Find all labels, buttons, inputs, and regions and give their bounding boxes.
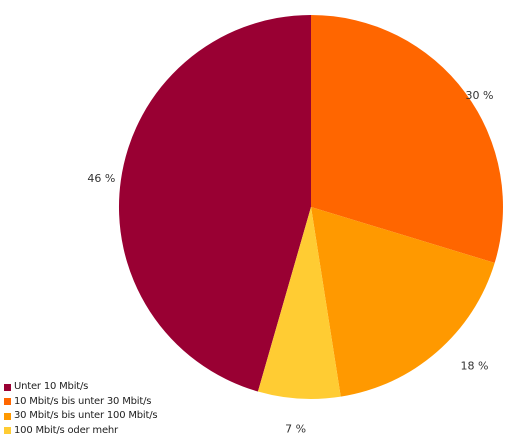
legend-swatch-icon bbox=[4, 383, 11, 391]
pie-slice bbox=[311, 207, 495, 397]
slice-value-label: 18 % bbox=[461, 359, 489, 372]
pie-slice bbox=[257, 207, 341, 399]
legend-label: 100 Mbit/s oder mehr bbox=[14, 424, 118, 436]
legend-label: 30 Mbit/s bis unter 100 Mbit/s bbox=[14, 410, 158, 421]
legend-label: 10 Mbit/s bis unter 30 Mbit/s bbox=[14, 395, 152, 407]
pie-slice bbox=[118, 14, 312, 392]
legend-item: 30 Mbit/s bis unter 100 Mbit/s bbox=[4, 409, 158, 424]
pie-slice bbox=[311, 15, 504, 263]
slice-value-label: 7 % bbox=[285, 423, 306, 436]
legend-swatch-icon bbox=[4, 427, 11, 435]
legend-item: 100 Mbit/s oder mehr bbox=[4, 424, 157, 439]
legend-swatch-icon bbox=[4, 398, 11, 406]
slice-value-label: 46 % bbox=[87, 172, 115, 185]
legend-label: Unter 10 Mbit/s bbox=[14, 381, 89, 392]
legend-item: 10 Mbit/s bis unter 30 Mbit/s bbox=[4, 395, 157, 410]
legend-swatch-icon bbox=[4, 412, 11, 420]
legend-item: Unter 10 Mbit/s bbox=[4, 380, 157, 395]
legend: Unter 10 Mbit/s 10 Mbit/s bis unter 30 M… bbox=[4, 380, 158, 439]
slice-value-label: 30 % bbox=[466, 89, 494, 102]
